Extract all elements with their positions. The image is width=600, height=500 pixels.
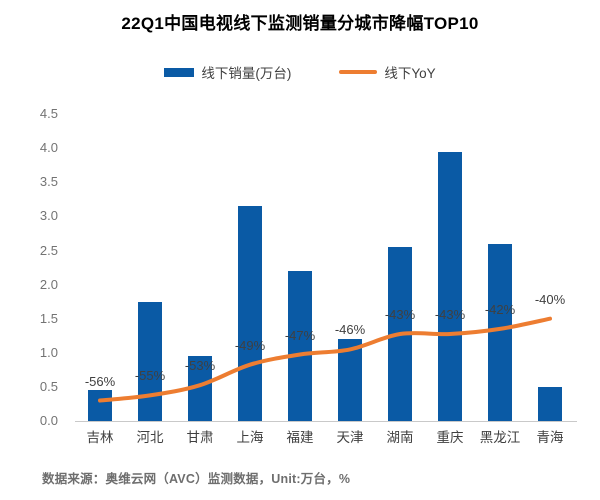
x-axis-label-吉林: 吉林 — [86, 430, 114, 445]
x-axis-label-河北: 河北 — [136, 430, 164, 445]
bar-黑龙江 — [488, 243, 512, 421]
bar-青海 — [538, 386, 562, 421]
yoy-data-label-甘肃: -53% — [184, 358, 216, 374]
y-axis-tick-label: 4.5 — [39, 106, 58, 122]
legend-label-offline-sales: 线下销量(万台) — [201, 66, 292, 81]
y-axis-tick-label: 1.5 — [39, 310, 58, 326]
bar-series-swatch-icon — [164, 67, 195, 77]
source-note: 数据来源：奥维云网（AVC）监测数据，Unit:万台，% — [42, 472, 351, 486]
x-axis-label-黑龙江: 黑龙江 — [479, 430, 521, 445]
yoy-data-label-青海: -40% — [534, 291, 566, 307]
yoy-data-label-上海: -49% — [234, 337, 266, 353]
legend-item-offline-sales: 线下销量(万台) — [164, 62, 291, 82]
bar-吉林 — [88, 390, 112, 421]
yoy-data-label-湖南: -43% — [384, 307, 416, 323]
x-axis-line — [75, 421, 577, 422]
y-axis-tick-label: 0.5 — [39, 378, 58, 394]
yoy-data-label-天津: -46% — [334, 322, 366, 338]
y-axis-tick-label: 2.5 — [39, 242, 58, 258]
y-axis-tick-label: 1.0 — [39, 344, 58, 360]
yoy-data-label-吉林: -56% — [84, 373, 116, 389]
x-axis-label-重庆: 重庆 — [436, 430, 464, 445]
x-axis-label-青海: 青海 — [536, 430, 564, 445]
bar-上海 — [238, 206, 262, 421]
x-axis-label-甘肃: 甘肃 — [186, 430, 214, 445]
yoy-data-label-重庆: -43% — [434, 307, 466, 323]
y-axis-tick-label: 4.0 — [39, 140, 58, 156]
chart-title: 22Q1中国电视线下监测销量分城市降幅TOP10 — [121, 14, 479, 33]
y-axis-tick-label: 2.0 — [39, 276, 58, 292]
yoy-data-label-福建: -47% — [284, 327, 316, 343]
x-axis-label-湖南: 湖南 — [386, 430, 414, 445]
bar-河北 — [138, 301, 162, 421]
yoy-data-label-河北: -55% — [134, 368, 166, 384]
y-axis-tick-label: 3.5 — [39, 174, 58, 190]
x-axis-label-天津: 天津 — [336, 430, 364, 445]
bar-重庆 — [438, 151, 462, 421]
x-axis-label-福建: 福建 — [286, 430, 314, 445]
legend-label-offline-yoy: 线下YoY — [384, 66, 436, 81]
line-series-swatch-icon — [339, 70, 378, 74]
x-axis-label-上海: 上海 — [236, 430, 264, 445]
y-axis-tick-label: 0.0 — [39, 413, 58, 428]
legend: 线下销量(万台) 线下YoY — [0, 62, 600, 82]
yoy-data-label-黑龙江: -42% — [484, 301, 516, 317]
bar-湖南 — [388, 247, 412, 421]
legend-item-offline-yoy: 线下YoY — [339, 62, 436, 82]
bar-天津 — [338, 339, 362, 421]
y-axis-tick-label: 3.0 — [39, 208, 58, 224]
bar-福建 — [288, 270, 312, 421]
